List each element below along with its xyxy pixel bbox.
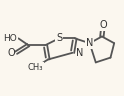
Text: O: O [7,48,15,58]
Text: N: N [86,38,93,48]
Text: HO: HO [3,34,17,43]
Text: O: O [99,20,107,30]
Text: N: N [76,48,83,58]
Text: S: S [56,33,62,43]
Text: CH₃: CH₃ [28,63,43,72]
